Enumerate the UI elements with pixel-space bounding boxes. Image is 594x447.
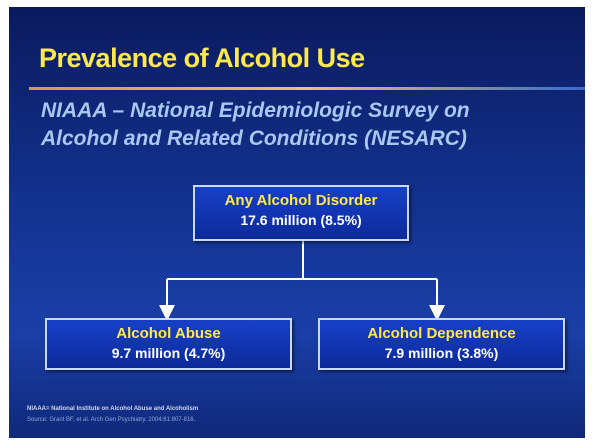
- node-box: Alcohol Abuse 9.7 million (4.7%): [45, 318, 292, 370]
- node-value: 9.7 million (4.7%): [111, 345, 226, 361]
- node-value: 17.6 million (8.5%): [240, 212, 362, 228]
- node-label: Any Alcohol Disorder: [224, 192, 378, 209]
- slide-title: Prevalence of Alcohol Use: [39, 43, 365, 73]
- node-box: Any Alcohol Disorder 17.6 million (8.5%): [193, 185, 409, 241]
- node-value: 7.9 million (3.8%): [384, 345, 499, 361]
- slide: Prevalence of Alcohol Use NIAAA – Nation…: [9, 7, 585, 438]
- subtitle-line: Alcohol and Related Conditions (NESARC): [41, 127, 467, 150]
- subtitle-line: NIAAA – National Epidemiologic Survey on: [41, 99, 470, 122]
- node-box: Alcohol Dependence 7.9 million (3.8%): [318, 318, 565, 370]
- node-label: Alcohol Dependence: [367, 325, 516, 342]
- connectors: [159, 239, 445, 321]
- footnote: NIAAA= National Institute on Alcohol Abu…: [27, 406, 199, 412]
- title-rule: [29, 87, 585, 90]
- footnote: Source: Grant BF, et al. Arch Gen Psychi…: [27, 417, 196, 423]
- node-label: Alcohol Abuse: [116, 325, 221, 342]
- connector: [167, 239, 437, 280]
